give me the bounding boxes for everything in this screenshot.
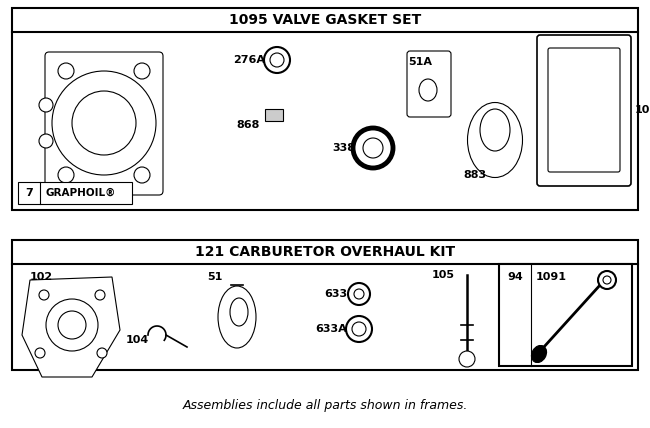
- Text: 1022: 1022: [635, 105, 650, 115]
- Circle shape: [134, 63, 150, 79]
- FancyBboxPatch shape: [537, 35, 631, 186]
- Text: 338: 338: [332, 143, 355, 153]
- Circle shape: [354, 289, 364, 299]
- Text: GRAPHOIL®: GRAPHOIL®: [45, 188, 116, 198]
- Bar: [265, 109, 283, 121]
- Circle shape: [58, 167, 74, 183]
- Circle shape: [39, 290, 49, 300]
- Circle shape: [52, 71, 156, 175]
- Text: 633A: 633A: [315, 324, 347, 334]
- Circle shape: [97, 348, 107, 358]
- Circle shape: [39, 98, 53, 112]
- Bar: [499, 264, 632, 366]
- Circle shape: [35, 348, 45, 358]
- Text: 104: 104: [125, 335, 149, 345]
- Bar: [12, 240, 638, 370]
- Text: 51A: 51A: [408, 57, 432, 67]
- Text: 105: 105: [432, 270, 455, 280]
- Text: 121 CARBURETOR OVERHAUL KIT: 121 CARBURETOR OVERHAUL KIT: [195, 245, 455, 259]
- Text: 1091: 1091: [536, 272, 567, 282]
- Ellipse shape: [532, 345, 547, 363]
- Ellipse shape: [480, 109, 510, 151]
- Circle shape: [58, 311, 86, 339]
- Ellipse shape: [230, 298, 248, 326]
- Circle shape: [72, 91, 136, 155]
- Circle shape: [353, 128, 393, 168]
- Ellipse shape: [218, 286, 256, 348]
- Circle shape: [58, 63, 74, 79]
- Circle shape: [459, 351, 475, 367]
- Bar: [12, 8, 638, 210]
- Polygon shape: [22, 277, 120, 377]
- Circle shape: [270, 53, 284, 67]
- FancyBboxPatch shape: [45, 52, 163, 195]
- Ellipse shape: [467, 102, 523, 178]
- Text: 276A: 276A: [233, 55, 265, 65]
- Text: 883: 883: [463, 170, 487, 180]
- Circle shape: [46, 299, 98, 351]
- Text: 102: 102: [30, 272, 53, 282]
- Text: 868: 868: [237, 120, 260, 130]
- Text: Assemblies include all parts shown in frames.: Assemblies include all parts shown in fr…: [182, 398, 468, 411]
- FancyBboxPatch shape: [548, 48, 620, 172]
- Circle shape: [598, 271, 616, 289]
- Bar: [18, 182, 132, 204]
- Circle shape: [352, 322, 366, 336]
- Circle shape: [39, 134, 53, 148]
- Text: 94: 94: [507, 272, 523, 282]
- Text: 633: 633: [324, 289, 347, 299]
- Circle shape: [348, 283, 370, 305]
- Circle shape: [603, 276, 611, 284]
- FancyBboxPatch shape: [407, 51, 451, 117]
- Circle shape: [363, 138, 383, 158]
- Circle shape: [346, 316, 372, 342]
- Circle shape: [134, 167, 150, 183]
- Text: 51: 51: [207, 272, 223, 282]
- Circle shape: [264, 47, 290, 73]
- Ellipse shape: [419, 79, 437, 101]
- Text: 7: 7: [25, 188, 33, 198]
- Circle shape: [95, 290, 105, 300]
- Text: 1095 VALVE GASKET SET: 1095 VALVE GASKET SET: [229, 13, 421, 27]
